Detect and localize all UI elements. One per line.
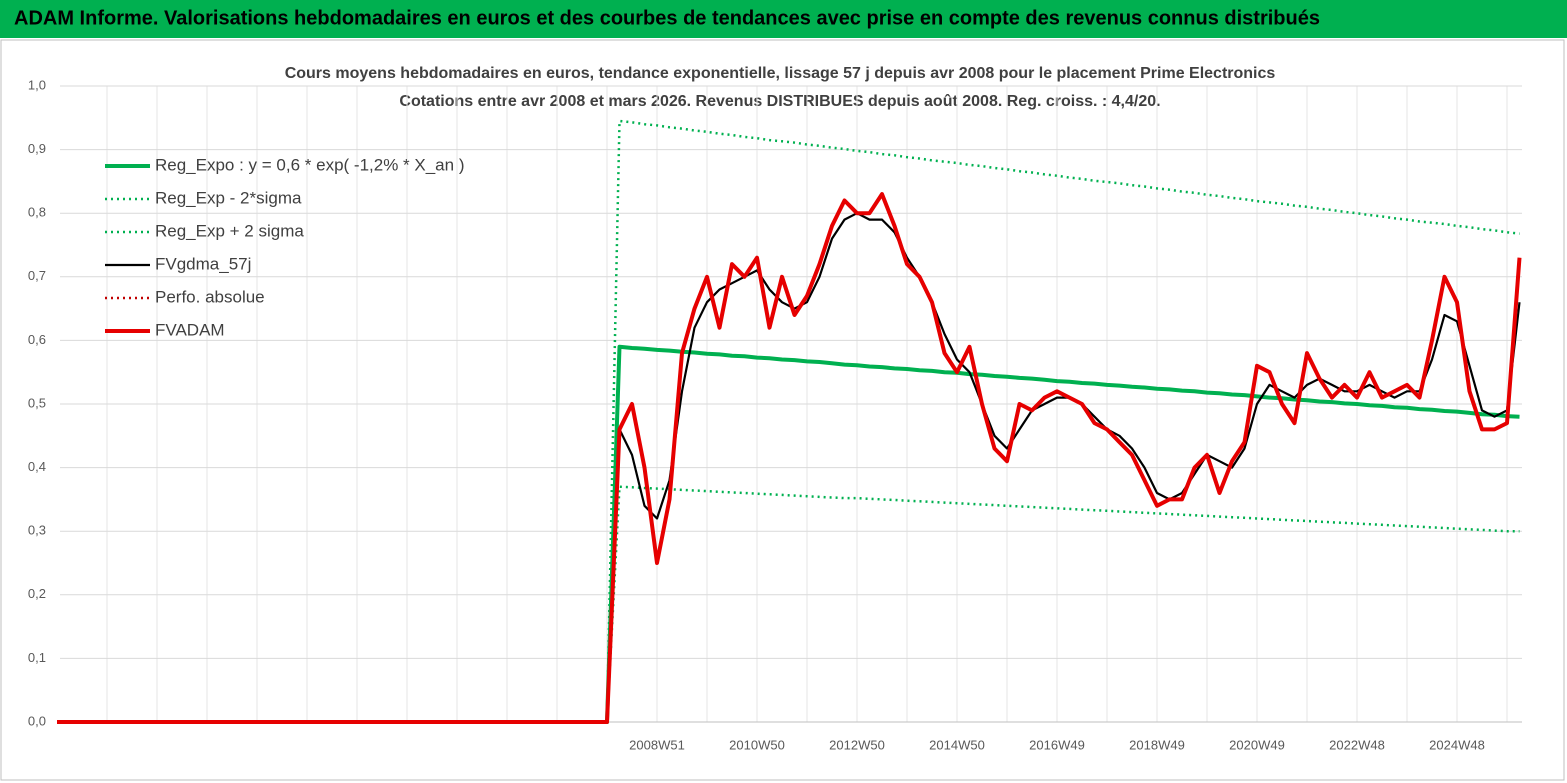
y-tick-label: 1,0 [28,77,46,92]
header-title: ADAM Informe. Valorisations hebdomadaire… [14,7,1320,29]
x-tick-label: 2020W49 [1229,737,1285,752]
grid: 0,0 0,1 0,2 0,3 0,4 0,5 0,6 0,7 0,8 0,9 1,0 2008W51… [28,77,1522,752]
y-tick-label: 0,6 [28,332,46,347]
x-tick-label: 2024W48 [1429,737,1485,752]
y-tick-label: 0,7 [28,268,46,283]
x-tick-label: 2018W49 [1129,737,1185,752]
legend-label: FVgdma_57j [155,254,251,273]
series-line [57,485,1520,724]
y-tick-label: 0,8 [28,205,46,220]
x-tick-label: 2014W50 [929,737,985,752]
legend-label: Reg_Exp - 2*sigma [155,188,302,207]
chart-title: Cours moyens hebdomadaires en euros, ten… [285,65,1276,82]
legend-label: Perfo. absolue [155,287,265,306]
chart-subtitle: Cotations entre avr 2008 et mars 2026. R… [399,93,1160,110]
y-tick-label: 0,5 [28,395,46,410]
x-tick-label: 2012W50 [829,737,885,752]
y-tick-label: 0,0 [28,713,46,728]
y-tick-label: 0,9 [28,141,46,156]
legend: Reg_Expo : y = 0,6 * exp( -1,2% * X_an )… [105,155,464,339]
y-tick-label: 0,1 [28,650,46,665]
y-tick-label: 0,4 [28,459,46,474]
y-tick-label: 0,2 [28,586,46,601]
legend-label: Reg_Exp + 2 sigma [155,221,304,240]
legend-label: Reg_Expo : y = 0,6 * exp( -1,2% * X_an ) [155,155,464,174]
x-tick-label: 2022W48 [1329,737,1385,752]
lines [57,119,1522,724]
y-tick-label: 0,3 [28,523,46,538]
legend-label: FVADAM [155,320,225,339]
x-tick-label: 2016W49 [1029,737,1085,752]
x-tick-label: 2010W50 [729,737,785,752]
series-line [57,119,1520,724]
x-tick-label: 2008W51 [629,737,685,752]
chart-area [0,39,1565,781]
series-line [57,192,1522,724]
header-bar [0,0,1567,38]
